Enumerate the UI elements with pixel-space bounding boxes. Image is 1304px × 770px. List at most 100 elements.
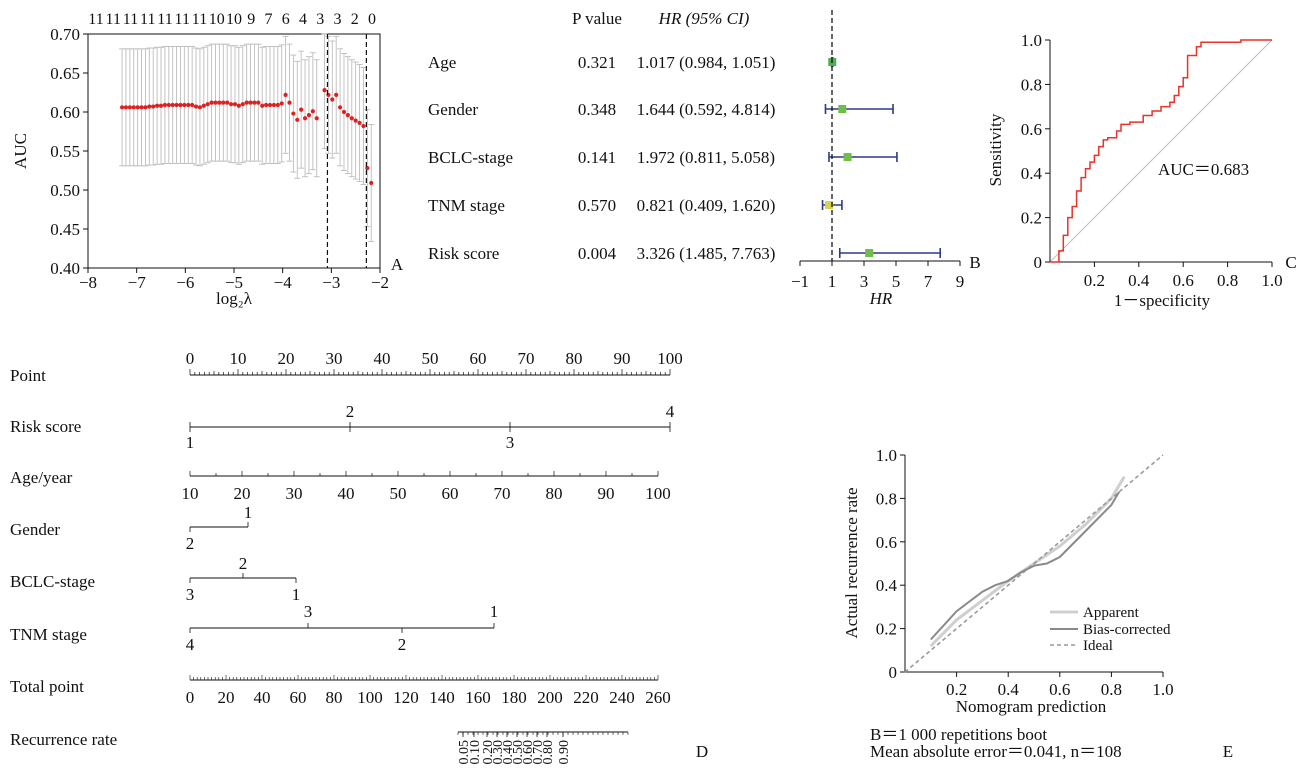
auc-point [201, 103, 206, 108]
legend-label: Bias-corrected [1083, 622, 1171, 638]
y-axis-label: Sensitivity [986, 113, 1005, 186]
top-tick-label: 11 [106, 11, 121, 28]
auc-point [361, 123, 366, 129]
auc-point [205, 102, 210, 107]
auc-point [162, 102, 167, 108]
age-tick-label: 60 [442, 484, 459, 503]
auc-point [299, 107, 304, 112]
risk-score-label: 3 [506, 433, 515, 452]
total-point-tick-label: 240 [609, 688, 635, 707]
y-tick-label: 0.65 [50, 64, 80, 83]
auc-point [232, 102, 238, 107]
y-axis-label: AUC [11, 133, 30, 169]
column-header-hr-ci: HR (95% CI) [658, 9, 750, 28]
auc-point [306, 113, 312, 118]
age-tick-label: 100 [645, 484, 671, 503]
x-tick-label: 0.2 [946, 680, 967, 699]
legend-label: Apparent [1083, 605, 1140, 621]
x-axis-label: log₂λ [216, 289, 253, 308]
auc-point [178, 102, 183, 108]
panel-c-roc-curve: 0 0.2 0.4 0.6 0.8 1.0 0.2 0.4 0.6 0.8 1.0 AUC＝0.683… [986, 31, 1297, 310]
row-label: TNM stage [10, 625, 87, 644]
auc-point [197, 105, 203, 110]
bclc-label: 1 [292, 585, 301, 604]
row-label: Recurrence rate [10, 730, 117, 749]
legend-label: Ideal [1083, 638, 1113, 654]
auc-point [166, 102, 171, 108]
top-tick-label: 2 [351, 11, 359, 28]
auc-annotation: AUC＝0.683 [1158, 160, 1249, 179]
auc-point [341, 109, 347, 115]
top-tick-label: 11 [88, 11, 103, 28]
y-tick-label: 0.6 [1021, 120, 1042, 139]
p-value: 0.004 [578, 244, 617, 263]
bias-corrected-line [930, 491, 1120, 641]
roc-curve [1050, 39, 1272, 263]
total-point-tick-label: 120 [393, 688, 419, 707]
recurrence-tick-label: 0.50 [511, 740, 526, 765]
x-tick-label: 1.0 [1261, 271, 1282, 290]
points-tick-label: 90 [614, 349, 631, 368]
points-tick-label: 10 [230, 349, 247, 368]
auc-point [349, 116, 354, 121]
hr-ci-text: 3.326 (1.485, 7.763) [637, 244, 776, 263]
auc-point [279, 101, 284, 106]
age-tick-label: 30 [286, 484, 303, 503]
bclc-label: 2 [239, 554, 248, 573]
y-tick-label: 0.2 [1021, 209, 1042, 228]
x-tick-label: −8 [79, 273, 97, 292]
y-tick-label: 0.70 [50, 25, 80, 44]
panel-label-c: C [1285, 253, 1296, 272]
auc-point [155, 103, 160, 108]
panel-label-a: A [391, 255, 404, 274]
auc-point [295, 117, 300, 122]
panel-label-b: B [969, 253, 980, 272]
age-tick-label: 40 [338, 484, 355, 503]
total-point-tick-label: 0 [186, 688, 195, 707]
x-tick-label: −2 [371, 273, 389, 292]
auc-point [119, 105, 125, 110]
panel-e-calibration-plot: 00.20.40.60.81.00.2 0.4 0.6 0.8 1.0ApparentB… [842, 446, 1233, 761]
auc-point [135, 105, 140, 110]
total-point-tick-label: 140 [429, 688, 455, 707]
x-tick-label: −7 [128, 273, 147, 292]
top-tick-label: 11 [192, 11, 207, 28]
tnm-label: 1 [490, 602, 499, 621]
points-tick-label: 40 [374, 349, 391, 368]
auc-point [287, 100, 292, 105]
y-tick-label: 0.8 [1021, 75, 1042, 94]
x-tick-label: 7 [924, 272, 933, 291]
y-tick-label: 1.0 [1021, 31, 1042, 50]
hr-point [865, 249, 874, 257]
row-label: Total point [10, 677, 84, 696]
x-tick-label: 5 [892, 272, 901, 291]
auc-point [139, 105, 144, 110]
auc-point [264, 102, 269, 108]
x-tick-label: −6 [176, 273, 194, 292]
hr-point [838, 105, 847, 113]
auc-point [256, 100, 261, 105]
recurrence-tick-label: 0.60 [521, 740, 536, 765]
total-point-tick-label: 40 [254, 688, 271, 707]
hr-ci-text: 1.017 (0.984, 1.051) [637, 53, 776, 72]
y-tick-label: 0.50 [50, 181, 80, 200]
top-tick-label: 11 [175, 11, 190, 28]
points-tick-label: 30 [326, 349, 343, 368]
recurrence-tick-label: 0.70 [531, 740, 546, 765]
risk-score-label: 4 [666, 402, 675, 421]
row-label: BCLC-stage [10, 572, 95, 591]
points-tick-label: 20 [278, 349, 295, 368]
auc-point [228, 102, 234, 107]
top-tick-label: 4 [299, 11, 307, 28]
auc-point [131, 105, 136, 110]
x-tick-label: 3 [860, 272, 869, 291]
x-tick-label: 0.8 [1217, 271, 1238, 290]
total-point-tick-label: 100 [357, 688, 383, 707]
top-tick-label: 0 [368, 11, 376, 28]
top-tick-label: 9 [247, 11, 255, 28]
age-tick-label: 50 [390, 484, 407, 503]
caption-bootstrap: B＝1 000 repetitions boot [870, 725, 1047, 744]
column-header-p-value: P value [572, 9, 622, 28]
total-point-tick-label: 20 [218, 688, 235, 707]
variable-label: TNM stage [428, 196, 505, 215]
